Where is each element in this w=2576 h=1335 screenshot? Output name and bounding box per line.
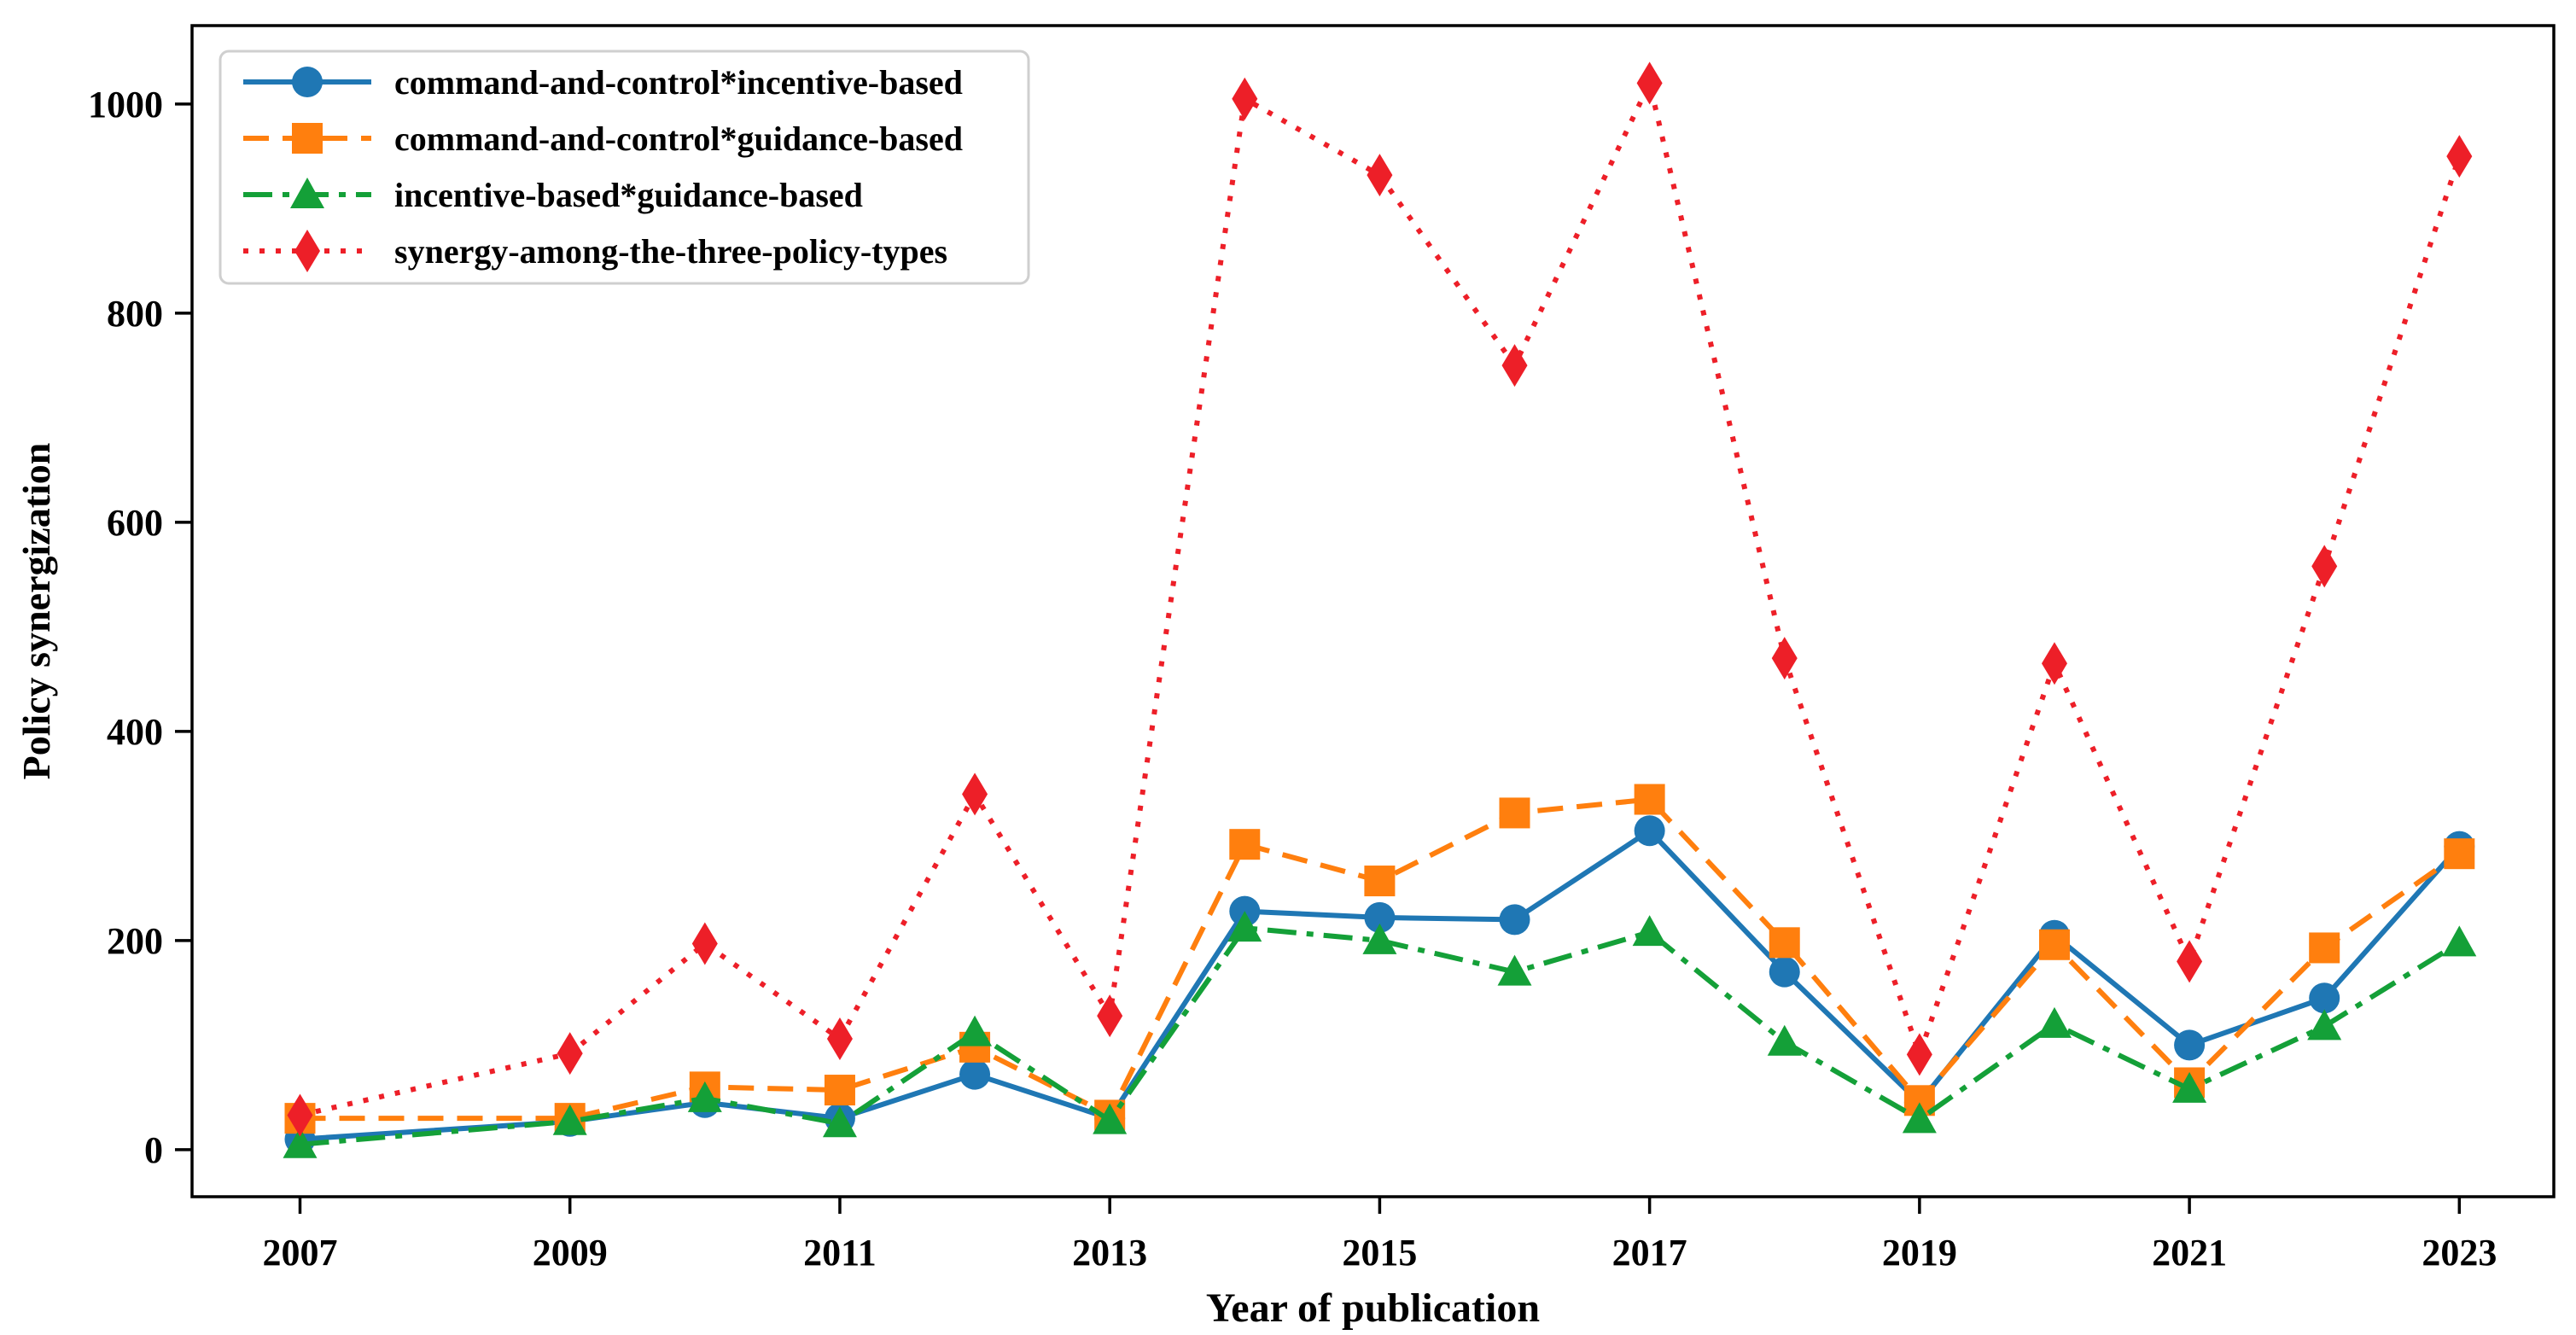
legend-marker-circle [292, 67, 323, 97]
data-point-circle [2309, 982, 2340, 1014]
data-point-diamond [2311, 545, 2338, 588]
data-point-diamond [1501, 344, 1528, 388]
data-point-triangle [822, 1106, 857, 1138]
y-axis-title: Policy synergization [15, 443, 58, 780]
x-tick-label: 2019 [1882, 1232, 1957, 1274]
data-point-square [2309, 932, 2340, 964]
data-point-diamond [2446, 135, 2473, 178]
x-axis-title: Year of publication [1206, 1285, 1540, 1331]
y-tick-label: 200 [107, 920, 163, 962]
data-point-triangle [1767, 1024, 1802, 1056]
data-point-circle [1769, 956, 1800, 988]
x-tick-label: 2021 [2152, 1232, 2227, 1274]
data-point-square [2444, 838, 2475, 870]
data-point-triangle [1362, 923, 1397, 954]
legend: command-and-control*incentive-based comma… [219, 50, 1030, 285]
legend-marker-triangle [290, 178, 324, 208]
data-point-triangle [2172, 1071, 2207, 1103]
data-point-triangle [283, 1127, 318, 1158]
data-point-circle [1499, 904, 1530, 936]
legend-marker-square [292, 123, 323, 154]
data-point-diamond [962, 772, 988, 816]
data-point-triangle [2442, 925, 2477, 957]
data-point-diamond [2041, 642, 2067, 685]
data-point-triangle [1227, 911, 1262, 942]
y-tick-label: 800 [107, 293, 163, 335]
data-point-diamond [287, 1093, 313, 1137]
data-point-square [1634, 784, 1665, 815]
x-tick-label: 2017 [1612, 1232, 1687, 1274]
data-point-diamond [557, 1032, 583, 1076]
y-tick-label: 0 [144, 1129, 163, 1171]
data-point-circle [959, 1058, 991, 1090]
x-tick-label: 2013 [1072, 1232, 1147, 1274]
data-point-diamond [826, 1017, 853, 1061]
data-point-square [824, 1075, 855, 1106]
legend-label: command-and-control*guidance-based [394, 120, 963, 158]
x-tick-label: 2007 [262, 1232, 337, 1274]
data-point-circle [1634, 815, 1665, 847]
data-point-square [1229, 829, 1261, 860]
data-point-square [1499, 797, 1530, 829]
data-point-diamond [1097, 994, 1123, 1038]
data-point-triangle [958, 1015, 993, 1046]
data-point-triangle [687, 1081, 722, 1112]
data-point-diamond [1636, 61, 1663, 105]
data-point-circle [2174, 1029, 2206, 1061]
y-tick-label: 600 [107, 502, 163, 544]
legend-box [219, 50, 1030, 285]
legend-label: command-and-control*incentive-based [394, 63, 963, 102]
legend-label: incentive-based*guidance-based [394, 176, 863, 214]
data-point-diamond [2177, 940, 2203, 983]
data-point-diamond [1232, 77, 1258, 120]
x-tick-label: 2015 [1342, 1232, 1417, 1274]
x-tick-label: 2009 [533, 1232, 608, 1274]
data-point-square [1364, 866, 1396, 897]
data-point-triangle [2307, 1009, 2342, 1041]
data-point-diamond [1906, 1033, 1932, 1076]
data-point-triangle [1497, 954, 1532, 986]
legend-label: synergy-among-the-three-policy-types [394, 232, 947, 271]
data-point-diamond [691, 922, 718, 965]
data-point-diamond [1367, 154, 1393, 197]
legend-marker-diamond [294, 230, 320, 272]
data-point-square [2038, 929, 2070, 960]
x-tick-label: 2011 [803, 1232, 877, 1274]
data-point-square [1769, 927, 1800, 959]
y-tick-label: 400 [107, 711, 163, 753]
data-point-triangle [2037, 1006, 2072, 1038]
data-point-circle [1364, 901, 1396, 933]
data-point-triangle [552, 1104, 587, 1135]
data-point-triangle [1093, 1103, 1128, 1134]
data-point-triangle [1902, 1102, 1937, 1134]
series-line-triangle [300, 925, 2461, 1147]
y-tick-label: 1000 [88, 84, 163, 125]
series-line-diamond [299, 75, 2462, 1118]
data-point-triangle [1632, 915, 1667, 947]
data-point-diamond [1771, 637, 1798, 680]
x-tick-label: 2023 [2422, 1232, 2497, 1274]
series-line-square [300, 796, 2462, 1122]
